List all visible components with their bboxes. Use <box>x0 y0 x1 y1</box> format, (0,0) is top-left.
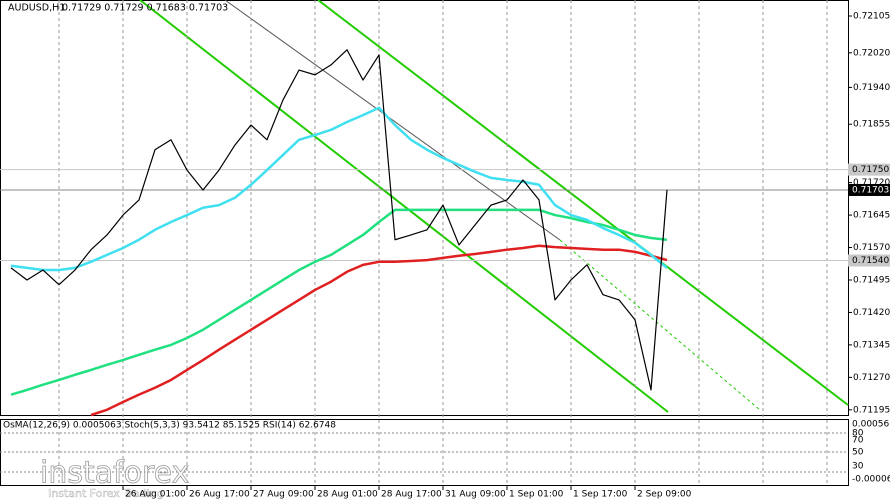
y-tick-label: 0.71345 <box>853 340 890 350</box>
x-tick-label: 26 Aug 01:00 <box>125 490 186 500</box>
price-label: 0.71703 <box>852 185 889 195</box>
channel-line <box>317 0 849 406</box>
y-tick-label: 0.71855 <box>853 120 890 130</box>
x-tick-label: 27 Aug 09:00 <box>253 490 314 500</box>
trend-line <box>224 0 561 241</box>
y-tick-label: 0.71645 <box>853 211 890 221</box>
series-line <box>10 106 668 272</box>
trend-line <box>559 239 761 411</box>
x-tick-label: 26 Aug 17:00 <box>189 490 250 500</box>
x-tick-label: 1 Sep 01:00 <box>509 490 564 500</box>
y-tick-label: 0.71720 <box>853 178 890 188</box>
indicator-title: OsMA(12,26,9) 0.0005063 Stoch(5,3,3) 93.… <box>3 421 336 431</box>
series-layer <box>10 49 668 417</box>
price-label: 0.71750 <box>852 165 889 175</box>
y-tick-label: 0.71570 <box>853 243 890 253</box>
y-tick-label: 0.72020 <box>853 48 890 58</box>
x-tick-label: 1 Sep 17:00 <box>573 490 628 500</box>
chart-subtitle: 0.71729 0.71729 0.71683 0.71703 <box>62 3 228 14</box>
indicator-axis-label: 80 <box>852 429 864 439</box>
indicator-axis-label: 50 <box>852 448 864 458</box>
x-tick-label: 28 Aug 01:00 <box>317 490 378 500</box>
indicator-axis-label: -0.000068 <box>852 475 890 485</box>
chart-title: AUDUSD,H1 <box>8 3 65 14</box>
y-tick-label: 0.71495 <box>853 275 890 285</box>
indicator-axis-label: 0.000563 <box>852 420 890 430</box>
x-tick-label: 28 Aug 17:00 <box>381 490 442 500</box>
series-line <box>10 49 668 391</box>
y-tick-label: 0.71940 <box>853 83 890 93</box>
series-line <box>90 244 668 417</box>
plot-frame <box>0 0 849 416</box>
indicator-axis-label: 30 <box>852 462 864 472</box>
y-tick-label: 0.71195 <box>853 405 890 415</box>
price-label-box <box>848 183 890 196</box>
watermark-brand: instaforex <box>40 456 189 491</box>
channel-lines <box>139 0 849 413</box>
y-tick-label: 0.71270 <box>853 373 890 383</box>
grid <box>0 0 848 485</box>
series-line <box>10 208 668 396</box>
channel-line <box>139 0 669 413</box>
y-tick-label: 0.72105 <box>853 12 890 22</box>
price-label: 0.71540 <box>852 256 889 266</box>
price-label-box <box>848 254 890 267</box>
x-tick-label: 2 Sep 09:00 <box>637 490 692 500</box>
watermark-tagline: Instant Forex Trading <box>48 487 164 500</box>
x-tick-label: 31 Aug 09:00 <box>445 490 506 500</box>
indicator-axis-label: 70 <box>852 436 864 446</box>
y-tick-label: 0.71420 <box>853 308 890 318</box>
price-label-box <box>848 163 890 176</box>
